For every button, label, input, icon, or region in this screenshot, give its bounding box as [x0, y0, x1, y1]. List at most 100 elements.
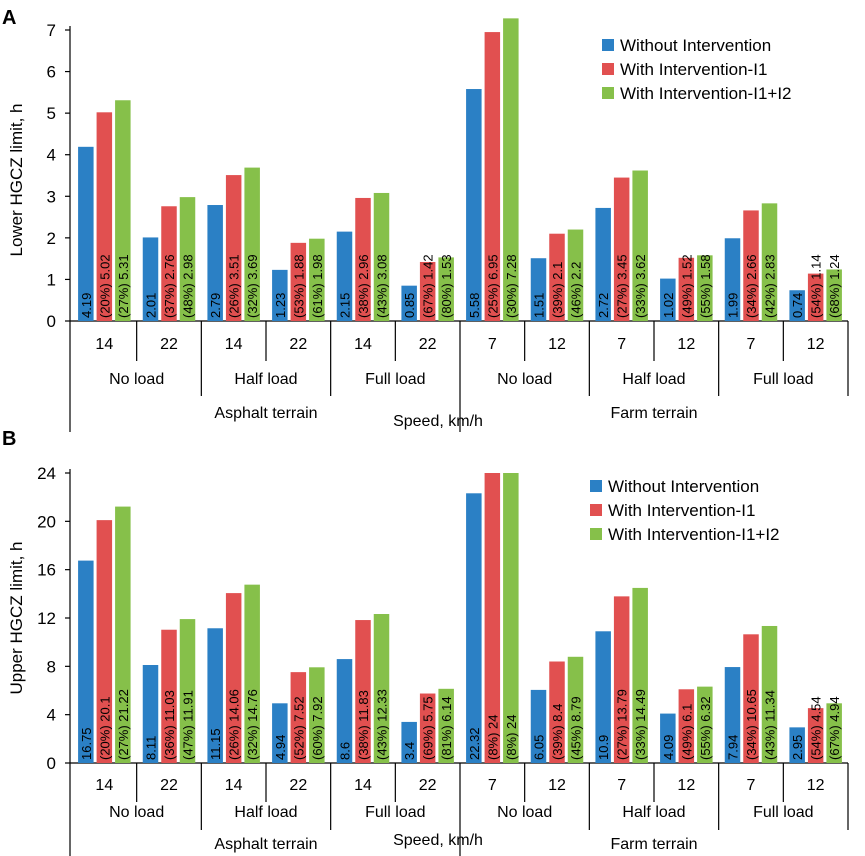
data-label-without-10: 1.99 — [726, 293, 741, 318]
data-label-i1i2-5: (81%) 6.14 — [439, 696, 454, 760]
x-tick-label: 22 — [419, 336, 437, 353]
bar-i1i2-0 — [115, 506, 131, 763]
data-label-i1-1: (37%) 2.76 — [162, 254, 177, 318]
y-axis-label: Lower HGCZ limit, h — [7, 103, 26, 256]
bar-i1-3 — [290, 242, 307, 321]
bar-without-7 — [530, 689, 547, 763]
bar-i1-7 — [549, 661, 565, 763]
legend-swatch-i1 — [590, 504, 602, 516]
load-group-label: Half load — [234, 804, 297, 821]
data-label-i1i2-0: (27%) 5.31 — [116, 254, 131, 318]
y-tick-label: 16 — [37, 561, 56, 580]
load-group-label: No load — [497, 804, 552, 821]
x-tick-label: 14 — [95, 336, 113, 353]
legend-swatch-i1i2 — [590, 528, 602, 540]
y-tick-label: 3 — [47, 187, 56, 206]
data-label-without-11: 0.74 — [790, 293, 805, 318]
x-tick-label: 7 — [488, 777, 497, 794]
legend-label-i1: With Intervention-I1 — [608, 501, 755, 520]
x-tick-label: 14 — [354, 777, 372, 794]
x-tick-label: 7 — [617, 777, 626, 794]
x-tick-label: 12 — [807, 336, 825, 353]
x-tick-label: 12 — [548, 777, 566, 794]
data-label-i1-3: (52%) 7.52 — [291, 696, 306, 760]
bar-i1-4 — [355, 197, 371, 321]
data-label-without-8: 2.72 — [596, 293, 611, 318]
y-tick-label: 24 — [37, 464, 56, 483]
data-label-i1-6: (8%) 24 — [485, 714, 500, 760]
data-label-i1-5: (67%) 1.42 — [421, 254, 436, 318]
data-label-i1i2-8: (33%) 3.62 — [633, 254, 648, 318]
bar-without-0 — [78, 146, 94, 321]
bar-i1-11 — [807, 708, 824, 763]
data-label-without-7: 1.51 — [532, 293, 547, 318]
data-label-i1-9: (49%) 1.52 — [679, 254, 694, 318]
load-group-label: No load — [109, 804, 164, 821]
data-label-i1-2: (26%) 14.06 — [227, 689, 242, 760]
legend-label-i1i2: With Intervention-I1+I2 — [620, 84, 792, 103]
data-label-i1i2-4: (43%) 3.08 — [375, 254, 390, 318]
data-label-without-4: 8.6 — [338, 742, 353, 760]
bar-i1-10 — [743, 634, 759, 763]
bar-without-4 — [336, 231, 353, 321]
y-tick-label: 6 — [47, 63, 56, 82]
bar-without-1 — [142, 237, 159, 321]
load-group-label: No load — [497, 371, 552, 388]
data-label-i1i2-8: (33%) 14.49 — [633, 689, 648, 760]
data-label-i1i2-9: (55%) 1.58 — [698, 254, 713, 318]
data-label-without-10: 7.94 — [726, 735, 741, 760]
bar-i1i2-6 — [503, 473, 519, 763]
x-tick-label: 7 — [617, 336, 626, 353]
load-group-label: Half load — [622, 804, 685, 821]
bar-i1-1 — [161, 206, 177, 321]
x-axis-title: Speed, km/h — [393, 413, 483, 430]
bar-i1-5 — [419, 261, 436, 321]
bar-i1-11 — [807, 273, 824, 321]
bar-i1i2-3 — [309, 667, 325, 763]
bar-without-5 — [401, 285, 417, 321]
x-tick-label: 12 — [807, 777, 825, 794]
data-label-i1-5: (69%) 5.75 — [421, 696, 436, 760]
panel-letter: B — [2, 428, 16, 450]
data-label-without-6: 5.58 — [467, 293, 482, 318]
data-label-i1i2-3: (60%) 7.92 — [310, 696, 325, 760]
y-tick-label: 0 — [47, 312, 56, 331]
bar-i1-10 — [743, 210, 759, 321]
load-group-label: Half load — [234, 371, 297, 388]
y-tick-label: 8 — [47, 657, 56, 676]
bar-i1i2-9 — [697, 686, 713, 763]
load-group-label: Half load — [622, 371, 685, 388]
data-label-i1i2-7: (45%) 8.79 — [569, 696, 584, 760]
x-tick-label: 14 — [225, 777, 243, 794]
panel-letter: A — [2, 7, 16, 29]
load-group-label: Full load — [365, 371, 425, 388]
data-label-i1-11: (54%) 4.54 — [809, 696, 824, 760]
bar-i1i2-0 — [115, 100, 131, 322]
bar-i1-8 — [613, 177, 630, 321]
bar-i1i2-3 — [309, 238, 325, 321]
data-label-i1-3: (53%) 1.88 — [291, 254, 306, 318]
data-label-i1i2-7: (46%) 2.2 — [569, 262, 584, 318]
bar-i1i2-10 — [761, 625, 778, 763]
data-label-i1-6: (25%) 6.95 — [485, 254, 500, 318]
data-label-i1i2-1: (48%) 2.98 — [181, 254, 196, 318]
bar-i1i2-11 — [826, 703, 842, 763]
bar-i1-5 — [419, 693, 436, 763]
data-label-i1i2-11: (68%) 1.24 — [827, 254, 842, 318]
bar-i1i2-6 — [503, 18, 519, 322]
bar-without-2 — [207, 628, 223, 763]
data-label-i1i2-2: (32%) 3.69 — [245, 254, 260, 318]
data-label-i1i2-6: (8%) 24 — [504, 714, 519, 760]
legend-swatch-i1i2 — [602, 87, 614, 99]
bar-i1-8 — [613, 596, 630, 763]
x-tick-label: 22 — [160, 336, 178, 353]
x-tick-label: 12 — [548, 336, 566, 353]
bar-without-0 — [78, 560, 94, 763]
bar-without-11 — [789, 290, 805, 321]
data-label-i1i2-1: (47%) 11.91 — [181, 690, 196, 760]
bar-without-8 — [595, 207, 611, 321]
data-label-i1i2-0: (27%) 21.22 — [116, 689, 131, 760]
bar-without-7 — [530, 258, 547, 321]
bar-i1i2-4 — [373, 614, 390, 763]
x-tick-label: 7 — [747, 777, 756, 794]
